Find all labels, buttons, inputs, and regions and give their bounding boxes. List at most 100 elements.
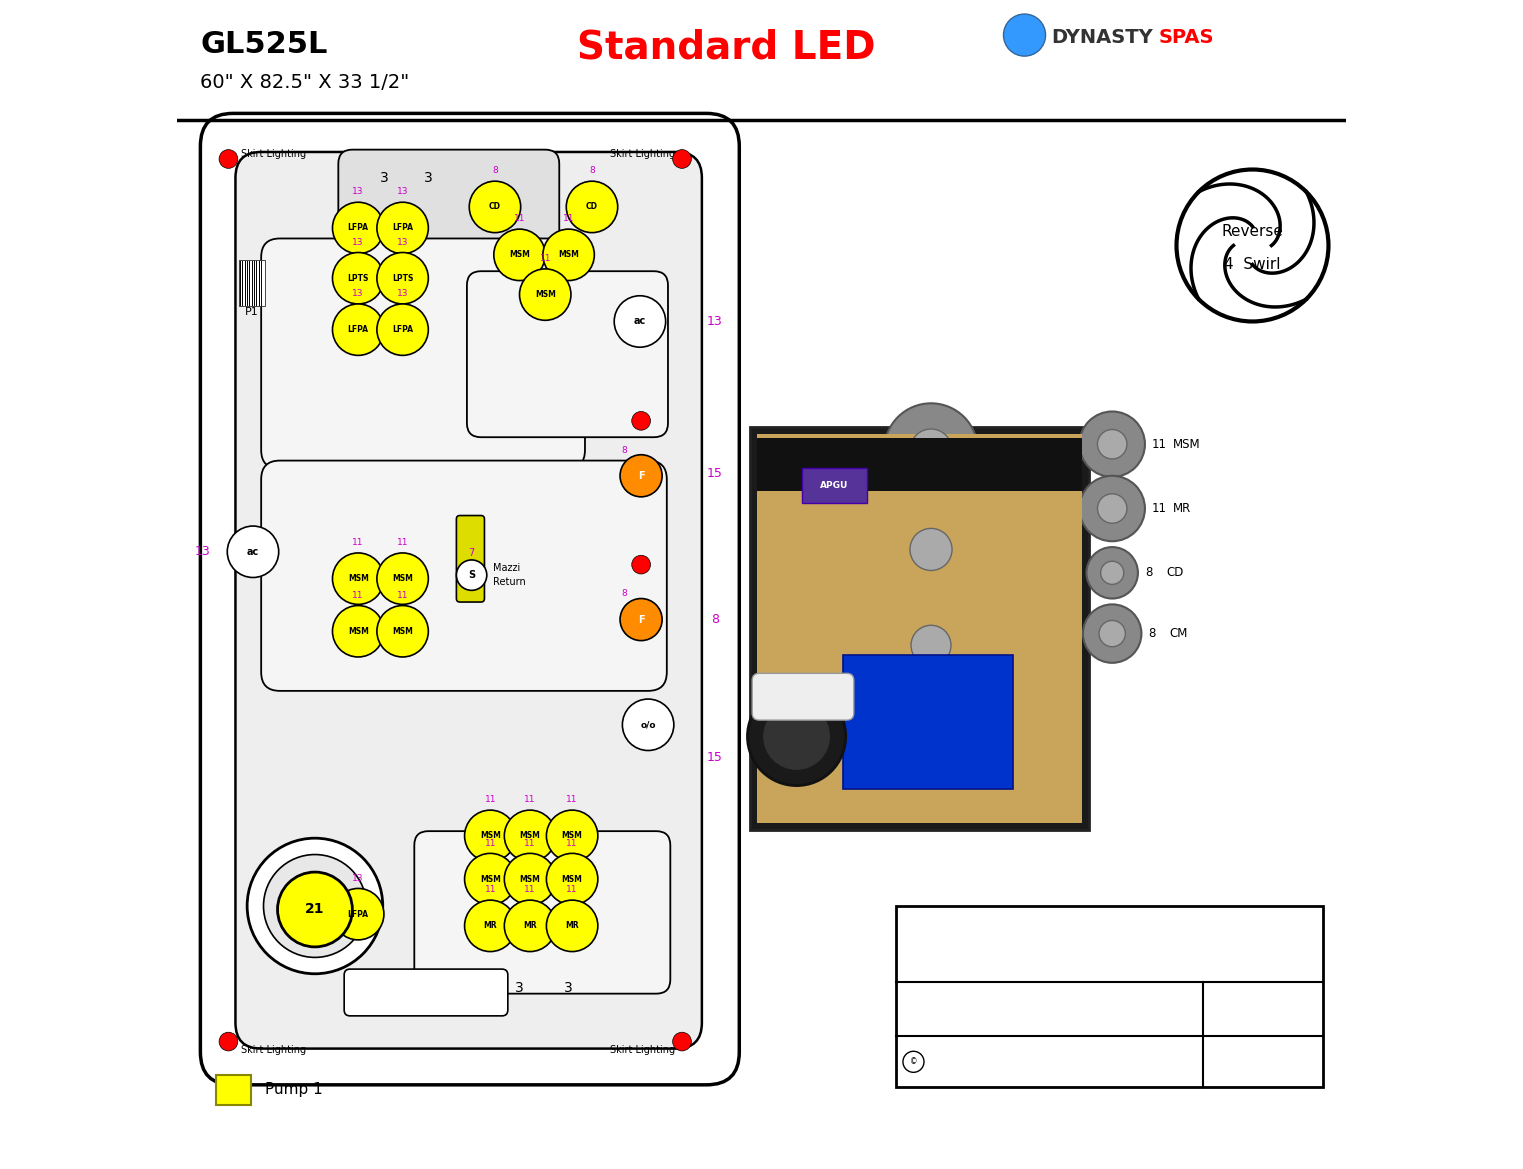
Circle shape [247, 838, 382, 974]
Text: MSM: MSM [480, 831, 501, 841]
Circle shape [886, 601, 975, 690]
Bar [896, 906, 1322, 1087]
Text: 17: 17 [985, 542, 999, 556]
Bar [757, 434, 1081, 823]
Circle shape [457, 560, 487, 590]
Text: 17: 17 [985, 443, 999, 457]
Circle shape [1101, 561, 1124, 584]
Text: 11: 11 [524, 795, 536, 804]
Text: MSM: MSM [519, 874, 541, 884]
Text: 11: 11 [567, 838, 577, 848]
FancyBboxPatch shape [260, 238, 585, 469]
Circle shape [277, 872, 352, 947]
Text: MSM: MSM [509, 250, 530, 260]
Text: MR: MR [483, 921, 496, 931]
Circle shape [912, 720, 950, 758]
FancyBboxPatch shape [344, 969, 507, 1016]
Text: MSM: MSM [557, 250, 579, 260]
Text: 11: 11 [1151, 437, 1167, 451]
FancyBboxPatch shape [201, 113, 739, 1085]
Text: 13: 13 [352, 289, 364, 298]
Text: 11: 11 [398, 590, 408, 600]
Circle shape [909, 528, 952, 570]
Text: Pump 1: Pump 1 [265, 1082, 323, 1097]
Text: Skirt Lighting: Skirt Lighting [241, 1045, 306, 1054]
Text: LFPA: LFPA [391, 223, 413, 233]
Circle shape [620, 599, 663, 641]
Text: CD: CD [489, 202, 501, 212]
Text: 15: 15 [707, 466, 723, 480]
Text: 11: 11 [398, 538, 408, 547]
Text: MSM: MSM [393, 627, 413, 636]
Text: 9AZD: 9AZD [1252, 1018, 1284, 1029]
Circle shape [1176, 170, 1328, 321]
Text: 4  Swirl: 4 Swirl [1224, 257, 1281, 271]
Text: Return: Return [492, 577, 525, 587]
Circle shape [1080, 411, 1145, 477]
Circle shape [885, 503, 978, 596]
Text: MSM: MSM [347, 574, 369, 583]
Circle shape [332, 202, 384, 254]
Circle shape [504, 810, 556, 862]
Text: Waterfalls = 1: Waterfalls = 1 [1036, 1004, 1115, 1015]
Text: CM: CM [1170, 627, 1188, 641]
Text: Ozone Jets = 1: Ozone Jets = 1 [1176, 1004, 1260, 1015]
Text: MSM: MSM [480, 874, 501, 884]
Circle shape [1098, 493, 1127, 524]
Circle shape [465, 853, 516, 905]
Text: MSM: MSM [535, 290, 556, 299]
Circle shape [673, 150, 691, 168]
Text: 11: 11 [484, 838, 496, 848]
Text: 8: 8 [621, 589, 627, 599]
Circle shape [632, 555, 650, 574]
Circle shape [493, 229, 545, 281]
Text: 13: 13 [195, 545, 210, 559]
Text: 3: 3 [564, 981, 573, 995]
Text: F: F [638, 471, 644, 480]
Circle shape [1080, 476, 1145, 541]
Text: o/o: o/o [640, 720, 656, 729]
Circle shape [465, 900, 516, 952]
Text: 11: 11 [1151, 502, 1167, 516]
Text: GS16: GS16 [1031, 921, 1170, 967]
Text: 11: 11 [484, 885, 496, 894]
Text: 8: 8 [1148, 627, 1156, 641]
Circle shape [623, 699, 673, 750]
Circle shape [1083, 604, 1141, 663]
Circle shape [332, 888, 384, 940]
Bar [749, 427, 1089, 830]
Text: 11: 11 [567, 795, 577, 804]
Text: 3: 3 [379, 171, 388, 185]
Text: MSM: MSM [393, 574, 413, 583]
Circle shape [903, 1051, 924, 1072]
Circle shape [547, 900, 599, 952]
Circle shape [332, 304, 384, 355]
Text: ©: © [909, 1057, 917, 1066]
Text: LPTS: LPTS [347, 274, 369, 283]
Circle shape [227, 526, 279, 577]
Circle shape [376, 202, 428, 254]
Text: MSM: MSM [519, 831, 541, 841]
Text: K 19: K 19 [410, 985, 442, 999]
Text: 8: 8 [621, 445, 627, 455]
Circle shape [909, 429, 952, 471]
Circle shape [889, 697, 973, 781]
Circle shape [263, 855, 367, 957]
Text: 3: 3 [515, 981, 524, 995]
Circle shape [614, 296, 666, 347]
Text: 13: 13 [398, 289, 408, 298]
Text: Jets = 24: Jets = 24 [914, 1004, 964, 1015]
Text: CD: CD [586, 202, 599, 212]
Text: LFPA: LFPA [347, 325, 369, 334]
Text: 13: 13 [352, 187, 364, 196]
Text: Skirt Lighting: Skirt Lighting [609, 1045, 675, 1054]
FancyBboxPatch shape [236, 152, 702, 1049]
Text: Mazzi: Mazzi [492, 563, 519, 573]
Text: Standard LED: Standard LED [577, 28, 876, 67]
Circle shape [885, 403, 978, 497]
Text: 13: 13 [981, 732, 995, 746]
Text: 60" X 82.5" X 33 1/2": 60" X 82.5" X 33 1/2" [201, 72, 410, 91]
Circle shape [219, 1032, 238, 1051]
Circle shape [376, 253, 428, 304]
Text: 13: 13 [398, 237, 408, 247]
